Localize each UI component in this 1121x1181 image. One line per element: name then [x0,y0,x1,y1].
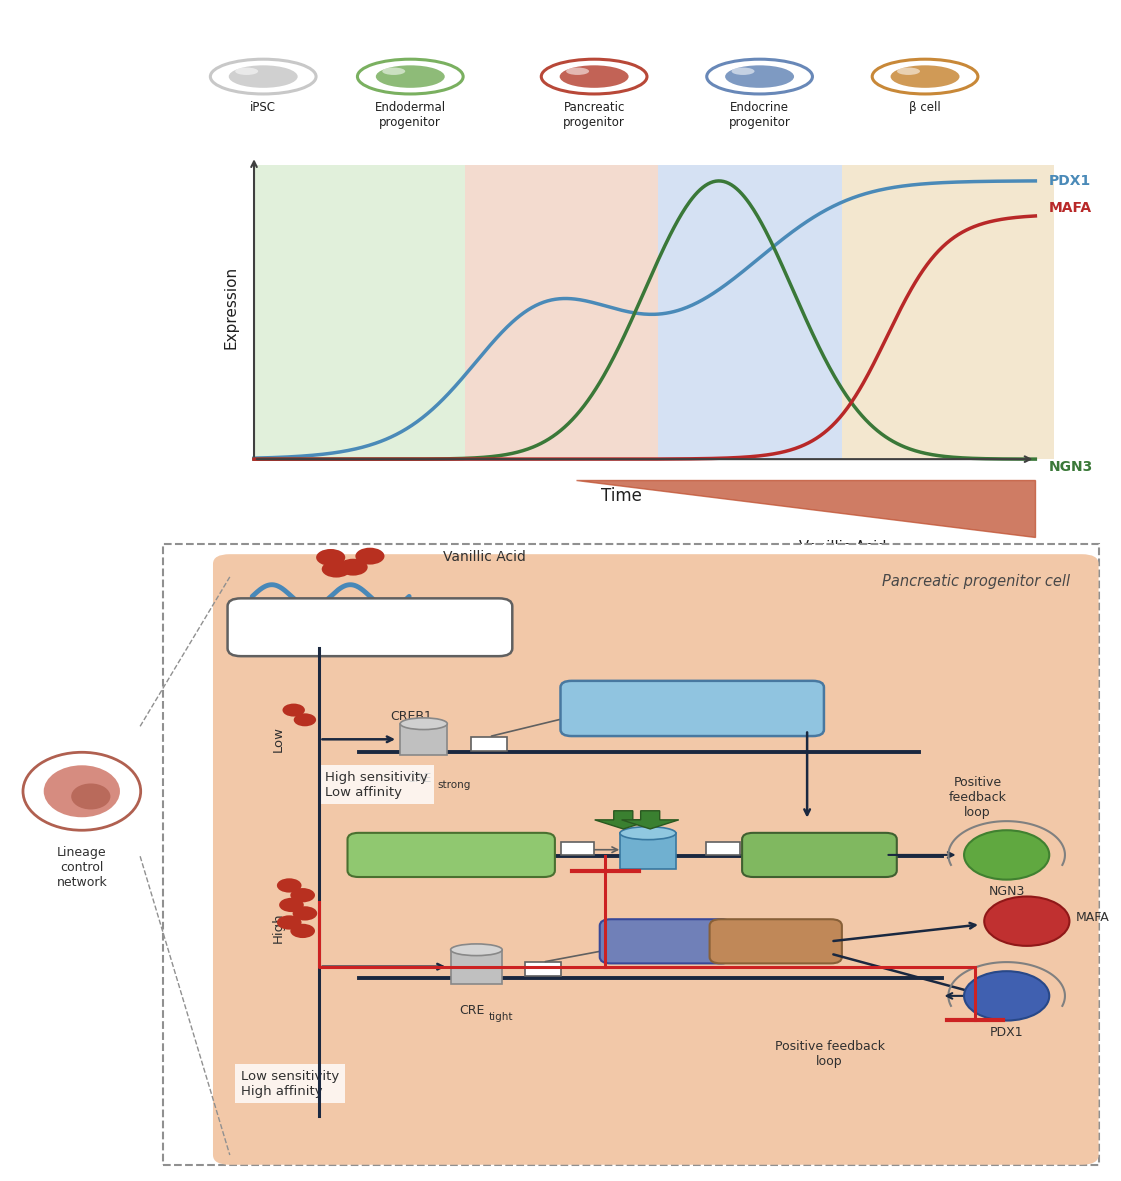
Bar [842,164,1054,459]
Bar [658,164,842,459]
Ellipse shape [358,59,463,94]
Circle shape [277,915,302,929]
Text: NGN3: NGN3 [798,848,841,861]
Circle shape [316,549,345,566]
Ellipse shape [897,67,920,74]
Text: PDX1: PDX1 [990,1026,1023,1039]
Text: Time: Time [601,487,642,505]
Ellipse shape [400,718,447,730]
Circle shape [984,896,1069,946]
Polygon shape [576,479,1036,537]
Text: PDX1: PDX1 [482,859,510,869]
Ellipse shape [706,59,813,94]
Text: VanR-VP16: VanR-VP16 [647,700,736,716]
Bar [706,842,740,855]
Bar [465,164,658,459]
Text: Pancreatic
progenitor: Pancreatic progenitor [563,102,626,129]
Circle shape [277,879,302,893]
Text: iPSC: iPSC [250,102,276,115]
Circle shape [290,888,315,902]
Text: β cell: β cell [909,102,941,115]
Circle shape [355,548,385,565]
Text: cAMP Signaling: cAMP Signaling [309,620,430,634]
Text: High sensitivity
Low affinity: High sensitivity Low affinity [325,771,428,798]
Text: strong: strong [437,779,471,790]
Text: Endodermal
progenitor: Endodermal progenitor [374,102,446,129]
Text: Lineage
control
network: Lineage control network [56,847,108,889]
Text: Low sensitivity
High affinity: Low sensitivity High affinity [241,1070,340,1097]
FancyBboxPatch shape [742,833,897,877]
Text: PDX1: PDX1 [646,935,686,948]
Text: Expression: Expression [223,266,239,350]
Ellipse shape [566,67,589,74]
Text: CRE: CRE [460,1004,485,1017]
Text: NGN3: NGN3 [989,886,1025,899]
Ellipse shape [71,783,110,809]
Ellipse shape [235,67,258,74]
FancyBboxPatch shape [228,599,512,657]
Circle shape [322,561,351,578]
Circle shape [293,906,317,920]
Text: shRNA: shRNA [414,848,456,861]
Text: tight: tight [489,1012,513,1023]
Ellipse shape [725,65,794,87]
Text: CRE: CRE [406,771,432,785]
Circle shape [294,713,316,726]
Bar [254,164,465,459]
FancyBboxPatch shape [600,919,732,964]
FancyBboxPatch shape [348,833,555,877]
FancyBboxPatch shape [710,919,842,964]
Ellipse shape [229,65,298,87]
Bar [400,724,447,755]
Ellipse shape [22,752,141,830]
Ellipse shape [872,59,978,94]
Ellipse shape [541,59,647,94]
Text: Endocrine
progenitor: Endocrine progenitor [729,102,790,129]
Text: MAFA: MAFA [1076,912,1110,925]
Ellipse shape [732,67,754,74]
Ellipse shape [559,65,629,87]
Text: Low: Low [271,726,285,752]
Text: Vanillic Acid: Vanillic Acid [443,550,526,565]
Ellipse shape [620,827,676,840]
FancyArrow shape [595,810,652,829]
FancyBboxPatch shape [213,554,1099,1164]
Text: NGN3: NGN3 [1049,461,1093,475]
Text: High: High [271,913,285,942]
Text: Positive feedback
loop: Positive feedback loop [775,1040,884,1069]
Text: CREB1: CREB1 [390,710,432,723]
Ellipse shape [382,67,405,74]
Text: PDX1: PDX1 [1049,174,1092,188]
Ellipse shape [451,944,502,955]
Bar [620,833,676,869]
Text: Pancreatic progenitor cell: Pancreatic progenitor cell [882,574,1071,588]
Ellipse shape [376,65,445,87]
FancyArrow shape [622,810,679,829]
Bar [525,963,560,977]
Text: MAFA: MAFA [1049,201,1092,215]
Bar [560,842,594,855]
Text: Vanillic Acid: Vanillic Acid [798,540,886,555]
FancyBboxPatch shape [560,680,824,736]
Text: MAFA: MAFA [756,935,796,948]
Circle shape [279,898,304,912]
Bar [451,950,502,984]
Text: Positive
feedback
loop: Positive feedback loop [948,776,1007,820]
Ellipse shape [890,65,960,87]
Circle shape [290,924,315,938]
Circle shape [964,971,1049,1020]
Circle shape [282,704,305,717]
FancyBboxPatch shape [163,544,1099,1164]
Circle shape [964,830,1049,880]
Ellipse shape [44,765,120,817]
Circle shape [339,559,368,575]
Bar [471,737,507,751]
Ellipse shape [211,59,316,94]
